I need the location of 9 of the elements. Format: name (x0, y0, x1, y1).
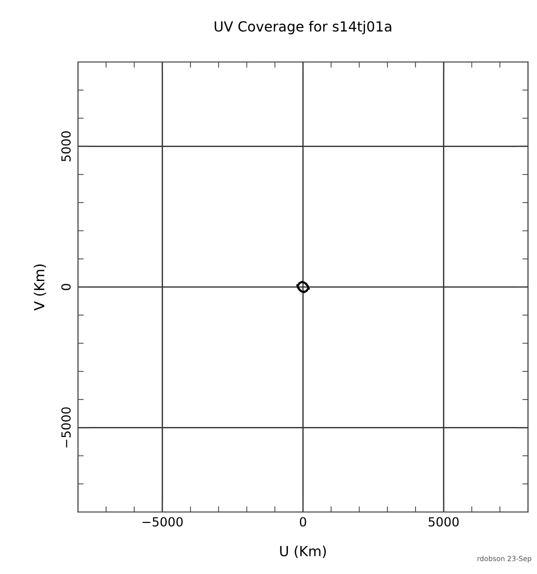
y-tick-label: 0 (61, 284, 71, 290)
x-tick-label: 5000 (428, 517, 459, 527)
y-tick-label: −5000 (61, 407, 71, 448)
chart-title: UV Coverage for s14tj01a (214, 20, 392, 34)
y-axis-title: V (Km) (34, 264, 46, 311)
x-tick-label: 0 (300, 517, 306, 527)
x-tick-label: −5000 (142, 517, 183, 527)
x-axis-title: U (Km) (280, 546, 326, 558)
y-tick-label: 5000 (61, 131, 71, 162)
